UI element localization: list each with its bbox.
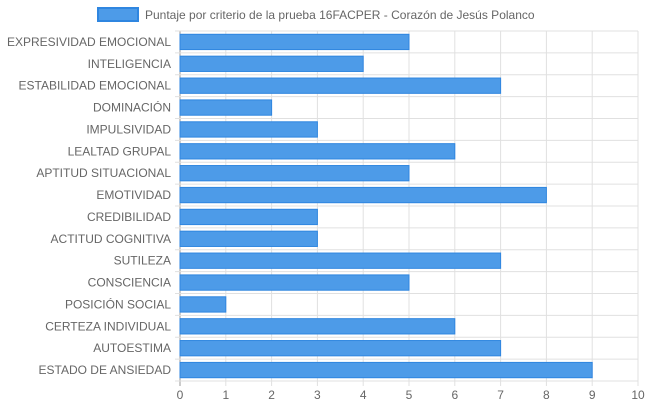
bar[interactable]	[179, 55, 364, 72]
legend[interactable]: Puntaje por criterio de la prueba 16FACP…	[97, 7, 535, 22]
bar[interactable]	[179, 33, 410, 51]
bar[interactable]	[179, 121, 318, 138]
bar[interactable]	[179, 318, 456, 335]
category-label: ESTABILIDAD EMOCIONAL	[19, 79, 172, 93]
bar[interactable]	[179, 296, 227, 313]
category-labels: EXPRESIVIDAD EMOCIONAL INTELIGENCIA ESTABI…	[7, 35, 171, 377]
x-tick-label: 9	[589, 388, 596, 402]
bar[interactable]	[179, 208, 318, 226]
legend-swatch	[97, 7, 139, 22]
category-label: CREDIBILIDAD	[87, 210, 171, 224]
category-label: EMOTIVIDAD	[96, 188, 171, 202]
x-tick-label: 2	[268, 388, 275, 402]
x-tick-labels: 0 1 2 3 4 5 6 7 8 9 10	[177, 388, 645, 402]
bar[interactable]	[179, 99, 273, 116]
category-label: LEALTAD GRUPAL	[68, 144, 172, 158]
bar[interactable]	[179, 252, 502, 269]
category-label: CONSCIENCIA	[88, 276, 171, 290]
category-label: ACTITUD COGNITIVA	[51, 232, 171, 246]
x-tick-label: 0	[177, 388, 184, 402]
bar[interactable]	[179, 340, 502, 357]
category-label: SUTILEZA	[114, 254, 171, 268]
bar[interactable]	[179, 165, 410, 182]
x-tick-label: 6	[451, 388, 458, 402]
x-tick-label: 3	[314, 388, 321, 402]
x-tick-label: 4	[360, 388, 367, 402]
category-label: APTITUD SITUACIONAL	[36, 166, 171, 180]
bar[interactable]	[179, 274, 410, 291]
x-tick-label: 8	[543, 388, 550, 402]
category-label: EXPRESIVIDAD EMOCIONAL	[7, 35, 171, 49]
bar[interactable]	[179, 361, 593, 379]
bar[interactable]	[179, 77, 502, 94]
x-tick-label: 5	[406, 388, 413, 402]
category-label: DOMINACIÓN	[93, 100, 171, 115]
bar[interactable]	[179, 186, 547, 204]
category-label: INTELIGENCIA	[88, 57, 171, 71]
legend-label: Puntaje por criterio de la prueba 16FACP…	[145, 8, 535, 22]
category-label: POSICIÓN SOCIAL	[65, 296, 171, 311]
category-label: CERTEZA INDIVIDUAL	[45, 319, 171, 333]
x-tick-label: 7	[497, 388, 504, 402]
x-tick-label: 10	[631, 388, 645, 402]
bars	[179, 33, 593, 379]
bar[interactable]	[179, 143, 456, 160]
category-label: AUTOESTIMA	[93, 341, 171, 355]
bar[interactable]	[179, 230, 318, 247]
x-tick-label: 1	[222, 388, 229, 402]
category-label: IMPULSIVIDAD	[86, 122, 171, 136]
category-label: ESTADO DE ANSIEDAD	[39, 363, 172, 377]
